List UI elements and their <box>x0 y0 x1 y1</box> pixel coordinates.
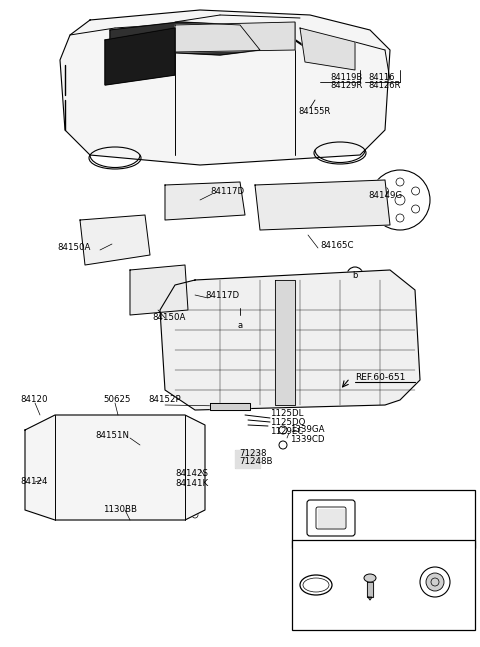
Polygon shape <box>25 415 205 520</box>
Polygon shape <box>165 182 245 220</box>
Polygon shape <box>130 265 188 315</box>
Polygon shape <box>367 582 373 597</box>
Text: 84145F: 84145F <box>360 516 393 525</box>
Text: 84149G: 84149G <box>368 190 402 199</box>
Polygon shape <box>318 509 344 527</box>
Text: 1125DL: 1125DL <box>270 408 303 417</box>
Polygon shape <box>60 10 390 165</box>
Text: 1129EC: 1129EC <box>270 426 303 435</box>
Bar <box>292 490 475 548</box>
Polygon shape <box>105 28 175 85</box>
Text: 84142S: 84142S <box>175 470 208 479</box>
Polygon shape <box>255 180 390 230</box>
Text: 71238: 71238 <box>239 448 266 457</box>
Text: 84124: 84124 <box>20 477 48 487</box>
Text: 84129R: 84129R <box>330 80 362 89</box>
Text: 1125KO: 1125KO <box>365 545 399 553</box>
Text: a: a <box>300 494 304 503</box>
Text: 1339GA: 1339GA <box>290 424 324 433</box>
Text: 84141K: 84141K <box>175 479 208 487</box>
Polygon shape <box>80 215 150 265</box>
Text: 84150A: 84150A <box>152 314 185 322</box>
Text: b: b <box>352 270 358 280</box>
Text: REF.60-651: REF.60-651 <box>355 373 406 382</box>
Text: 1125DQ: 1125DQ <box>270 417 305 426</box>
Text: 1339CD: 1339CD <box>290 435 324 443</box>
Text: 50625: 50625 <box>103 395 131 404</box>
Text: 84152P: 84152P <box>148 395 180 404</box>
Text: 1130BB: 1130BB <box>103 505 137 514</box>
Text: 84119B: 84119B <box>330 72 362 82</box>
Polygon shape <box>210 403 250 410</box>
Text: 84151N: 84151N <box>95 430 129 439</box>
Circle shape <box>426 573 444 591</box>
Bar <box>135 435 175 495</box>
Polygon shape <box>368 597 372 600</box>
Text: 84165C: 84165C <box>320 241 353 250</box>
Bar <box>65 430 125 460</box>
Polygon shape <box>160 270 420 410</box>
Polygon shape <box>175 22 295 52</box>
Text: 84120: 84120 <box>20 395 48 404</box>
Text: 84116: 84116 <box>368 72 395 82</box>
Polygon shape <box>275 280 295 405</box>
Text: 85746: 85746 <box>315 545 343 553</box>
Text: 84133C: 84133C <box>360 507 394 516</box>
Text: 71248B: 71248B <box>239 457 273 466</box>
Text: 84117D: 84117D <box>210 188 244 197</box>
Text: 84155R: 84155R <box>298 107 330 116</box>
Bar <box>292 540 475 630</box>
Polygon shape <box>235 450 260 468</box>
Text: 1076AM: 1076AM <box>428 545 463 553</box>
Text: 84117D: 84117D <box>205 291 239 300</box>
Text: 84150A: 84150A <box>57 243 90 252</box>
Text: a: a <box>238 320 242 329</box>
Text: b: b <box>297 545 301 553</box>
Polygon shape <box>300 28 355 70</box>
Bar <box>65 470 125 500</box>
Ellipse shape <box>364 574 376 582</box>
Text: 84126R: 84126R <box>368 80 400 89</box>
Polygon shape <box>110 22 260 55</box>
Bar <box>235 450 260 468</box>
